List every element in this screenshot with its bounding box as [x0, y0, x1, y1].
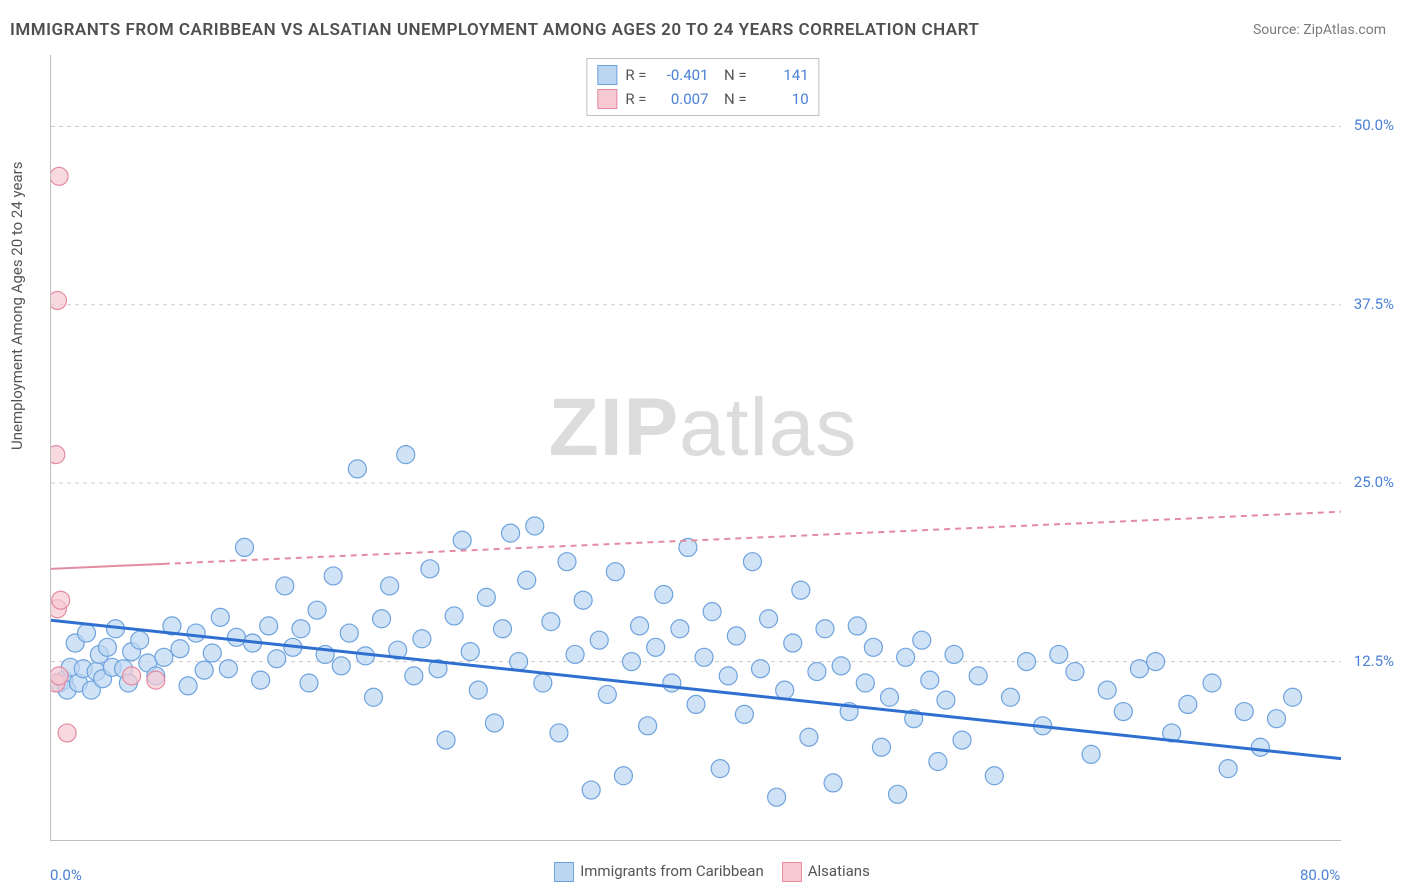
legend-n-label: N =	[717, 66, 747, 84]
legend-swatch	[597, 65, 617, 85]
chart-container: IMMIGRANTS FROM CARIBBEAN VS ALSATIAN UN…	[0, 0, 1406, 892]
legend-r-label: R =	[625, 90, 646, 108]
legend-series-name: Immigrants from Caribbean	[580, 862, 764, 880]
legend-r-value: 0.007	[655, 90, 709, 108]
series-legend: Immigrants from Caribbean Alsatians	[0, 862, 1406, 882]
legend-row-alsatian: R = 0.007 N = 10	[597, 87, 808, 111]
y-tick-label: 12.5%	[1354, 652, 1394, 670]
correlation-legend: R = -0.401 N = 141 R = 0.007 N = 10	[586, 58, 819, 116]
legend-swatch	[782, 862, 802, 882]
chart-title: IMMIGRANTS FROM CARIBBEAN VS ALSATIAN UN…	[10, 20, 979, 40]
legend-series-name: Alsatians	[808, 862, 870, 880]
scatter-svg	[51, 55, 1341, 840]
legend-row-caribbean: R = -0.401 N = 141	[597, 63, 808, 87]
legend-swatch	[597, 89, 617, 109]
legend-n-label: N =	[717, 90, 747, 108]
legend-n-value: 141	[755, 66, 809, 84]
legend-n-value: 10	[755, 90, 809, 108]
legend-swatch	[554, 862, 574, 882]
source-attribution: Source: ZipAtlas.com	[1253, 22, 1386, 38]
legend-r-label: R =	[625, 66, 646, 84]
y-tick-label: 50.0%	[1354, 116, 1394, 134]
y-tick-label: 25.0%	[1354, 473, 1394, 491]
plot-area	[50, 55, 1341, 841]
y-axis-label: Unemployment Among Ages 20 to 24 years	[8, 162, 26, 450]
y-tick-label: 37.5%	[1354, 295, 1394, 313]
legend-r-value: -0.401	[655, 66, 709, 84]
